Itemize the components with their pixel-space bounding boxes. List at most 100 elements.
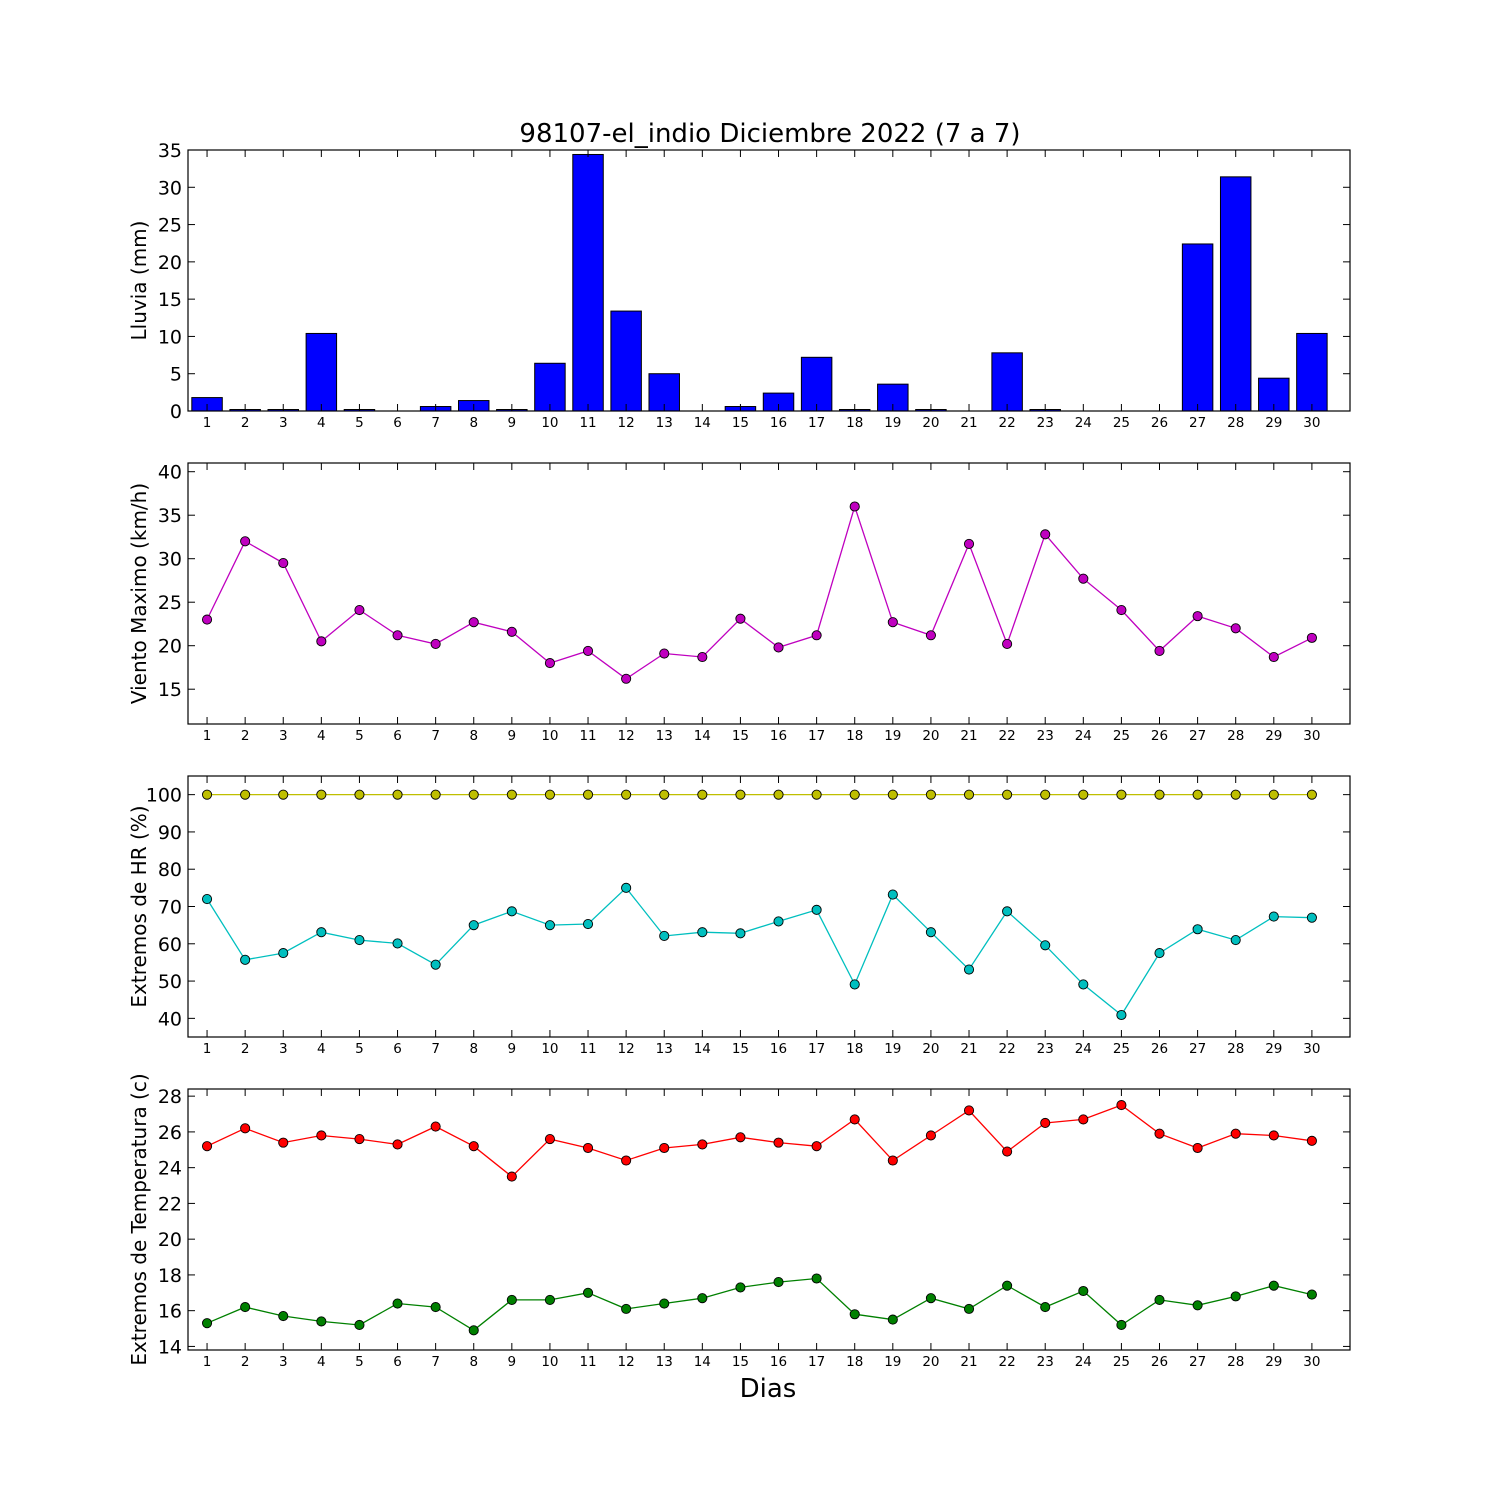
wind-x-tick-label: 8	[469, 728, 478, 744]
temperature-x-tick-label: 21	[960, 1354, 977, 1370]
temperature-series-2-line	[206, 1277, 1313, 1332]
rain-bar-4	[305, 332, 338, 412]
temperature-series-1-point-10	[544, 1134, 555, 1145]
temperature-x-tick-label: 19	[884, 1354, 901, 1370]
humidity-series-2-point-10	[544, 920, 555, 931]
humidity-series-1-point-25	[1116, 789, 1127, 800]
temperature-series-1-point-8	[468, 1141, 479, 1152]
humidity-series-2-point-20	[925, 927, 936, 938]
wind-series-1-point-14	[697, 651, 708, 663]
rain-x-tick-label: 29	[1265, 415, 1282, 431]
humidity-series-2-point-3	[278, 948, 289, 959]
temperature-series-2-point-22	[1002, 1280, 1013, 1291]
rain-x-tick-label: 21	[960, 415, 977, 431]
temperature-series-2-point-30	[1306, 1289, 1317, 1300]
temperature-series-1-point-6	[392, 1139, 403, 1150]
temperature-series-1-point-19	[887, 1155, 898, 1166]
wind-series-1-point-3	[278, 558, 289, 569]
temperature-x-tick-label: 15	[732, 1354, 749, 1370]
x-axis-label: Dias	[740, 1374, 797, 1404]
rain-x-tick-label: 10	[541, 415, 558, 431]
humidity-series-1-point-23	[1040, 789, 1051, 800]
rain-x-tick-label: 15	[732, 415, 749, 431]
humidity-series-1-point-21	[963, 789, 975, 800]
wind-series-1-point-10	[544, 658, 555, 669]
temperature-series-2-point-18	[849, 1309, 860, 1320]
rain-bar-28	[1219, 176, 1252, 412]
wind-x-tick-label: 20	[922, 728, 939, 744]
humidity-x-tick-label: 7	[431, 1041, 440, 1057]
rain-bar-12	[610, 310, 642, 412]
temperature-x-tick-label: 2	[241, 1354, 250, 1370]
wind-x-tick-label: 22	[999, 728, 1016, 744]
rain-x-tick-label: 26	[1151, 415, 1168, 431]
rain-bar-30	[1296, 332, 1328, 412]
wind-x-tick-label: 23	[1037, 728, 1054, 744]
chart-title: 98107-el_indio Diciembre 2022 (7 a 7)	[519, 119, 1020, 149]
humidity-x-tick-label: 3	[279, 1041, 288, 1057]
temperature-series-2-point-23	[1040, 1302, 1051, 1313]
humidity-x-tick-label: 16	[770, 1041, 787, 1057]
rain-x-tick-label: 12	[618, 415, 635, 431]
humidity-series-2-point-18	[849, 979, 860, 990]
humidity-series-1-point-30	[1306, 789, 1317, 800]
humidity-y-tick-label: 90	[158, 822, 182, 844]
rain-y-axis-label: Lluvia (mm)	[127, 221, 151, 341]
temperature-x-tick-label: 22	[999, 1354, 1016, 1370]
temperature-series-1-point-27	[1192, 1142, 1203, 1154]
humidity-series-2-point-24	[1078, 979, 1089, 990]
wind-series-1-point-30	[1306, 632, 1317, 643]
rain-x-tick-label: 24	[1075, 415, 1092, 431]
humidity-series-2-point-25	[1116, 1009, 1127, 1021]
wind-x-tick-label: 27	[1189, 728, 1206, 744]
temperature-x-tick-label: 8	[469, 1354, 478, 1370]
wind-series-1-line	[206, 504, 1313, 680]
wind-series-1-point-15	[735, 613, 746, 624]
humidity-series-2-point-7	[430, 959, 441, 970]
humidity-series-2-point-21	[963, 964, 975, 975]
temperature-x-tick-label: 24	[1075, 1354, 1092, 1370]
temperature-series-2-point-19	[887, 1314, 898, 1325]
temperature-series-2-point-3	[278, 1310, 289, 1322]
rain-y-tick-label: 5	[170, 364, 182, 386]
wind-series-1-point-16	[773, 642, 784, 653]
temperature-series-2-point-29	[1268, 1280, 1279, 1291]
wind-series-1-point-6	[392, 630, 403, 641]
rain-y-tick-label: 30	[158, 177, 182, 199]
humidity-x-tick-label: 2	[241, 1041, 250, 1057]
rain-x-tick-label: 8	[469, 415, 478, 431]
humidity-series-1-point-1	[201, 789, 213, 800]
humidity-series-1-point-3	[278, 789, 289, 800]
humidity-y-tick-label: 80	[158, 859, 182, 881]
wind-x-tick-label: 13	[656, 728, 673, 744]
temperature-series-2-point-25	[1116, 1319, 1127, 1331]
rain-x-tick-label: 3	[279, 415, 288, 431]
temperature-series-1-point-1	[201, 1141, 213, 1152]
humidity-series-2-point-9	[506, 906, 517, 917]
humidity-series-1-point-14	[697, 789, 708, 800]
temperature-series-1-line	[206, 1104, 1312, 1178]
rain-y-tick-label: 25	[158, 215, 182, 237]
temperature-x-tick-label: 7	[431, 1354, 440, 1370]
humidity-series-1-point-5	[354, 789, 365, 800]
wind-series-1-point-19	[887, 617, 898, 628]
humidity-x-tick-label: 22	[999, 1041, 1016, 1057]
rain-bar-11	[572, 153, 604, 412]
rain-x-tick-label: 1	[203, 415, 212, 431]
humidity-x-tick-label: 6	[393, 1041, 402, 1057]
humidity-x-tick-label: 29	[1265, 1041, 1282, 1057]
temperature-series-2-point-16	[773, 1277, 784, 1288]
humidity-series-1-point-6	[392, 789, 403, 800]
wind-y-tick-label: 15	[158, 679, 182, 701]
humidity-y-tick-label: 60	[158, 934, 182, 956]
wind-y-tick-label: 20	[158, 636, 182, 658]
wind-x-tick-label: 28	[1227, 728, 1244, 744]
humidity-x-tick-label: 8	[469, 1041, 478, 1057]
humidity-y-tick-label: 70	[158, 897, 182, 919]
temperature-x-tick-label: 4	[317, 1354, 326, 1370]
temperature-series-2-point-10	[544, 1294, 555, 1305]
temperature-x-tick-label: 25	[1113, 1354, 1130, 1370]
temperature-x-tick-label: 6	[393, 1354, 402, 1370]
